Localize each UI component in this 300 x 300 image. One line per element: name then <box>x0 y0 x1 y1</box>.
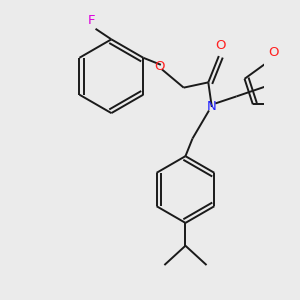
Text: O: O <box>215 39 226 52</box>
Text: O: O <box>268 46 278 59</box>
Text: O: O <box>154 60 164 73</box>
Text: F: F <box>88 14 95 27</box>
Text: N: N <box>207 100 217 113</box>
